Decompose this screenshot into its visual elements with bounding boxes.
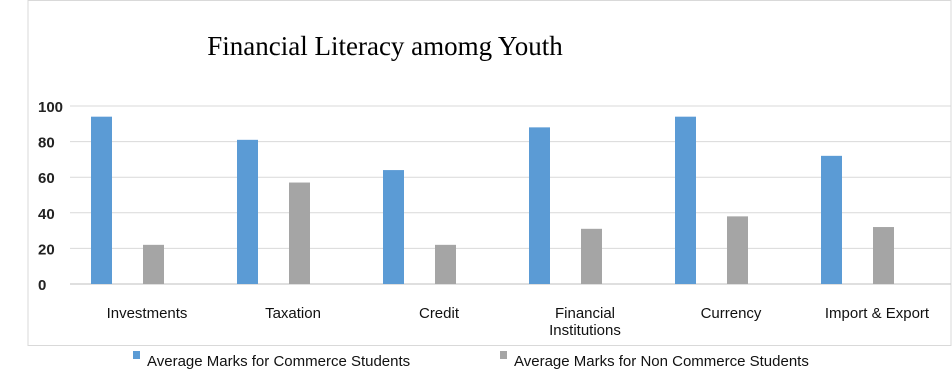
bar-commerce-1	[237, 139, 258, 284]
x-tick-label: Currency	[701, 305, 762, 322]
legend-label: Average Marks for Non Commerce Students	[514, 353, 809, 370]
bar-non-commerce-3	[581, 228, 602, 284]
x-tick-label: Credit	[419, 305, 460, 322]
bar-non-commerce-2	[435, 244, 456, 284]
bar-non-commerce-5	[873, 227, 894, 284]
legend-swatch	[133, 351, 140, 359]
bar-commerce-2	[383, 170, 404, 284]
chart-area-border	[27, 0, 952, 346]
legend-label: Average Marks for Commerce Students	[147, 353, 410, 370]
bar-commerce-0	[91, 116, 112, 285]
bar-non-commerce-4	[727, 216, 748, 284]
bar-non-commerce-1	[289, 182, 310, 284]
bar-commerce-3	[529, 127, 550, 284]
bar-commerce-4	[675, 116, 696, 285]
x-tick-label: Taxation	[265, 305, 321, 322]
chart-title: Financial Literacy amomg Youth	[207, 31, 563, 61]
x-tick-label: Investments	[107, 305, 188, 322]
y-tick-label: 40	[38, 206, 55, 223]
x-tick-label: Financial Institutions	[549, 305, 621, 339]
bar-commerce-5	[821, 155, 842, 284]
y-tick-label: 60	[38, 170, 55, 187]
y-tick-label: 0	[38, 277, 46, 294]
legend-swatch	[500, 351, 507, 359]
y-tick-label: 100	[38, 99, 63, 116]
y-tick-label: 80	[38, 135, 55, 152]
y-tick-label: 20	[38, 241, 55, 258]
x-tick-label: Import & Export	[825, 305, 930, 322]
bar-non-commerce-0	[143, 244, 164, 284]
